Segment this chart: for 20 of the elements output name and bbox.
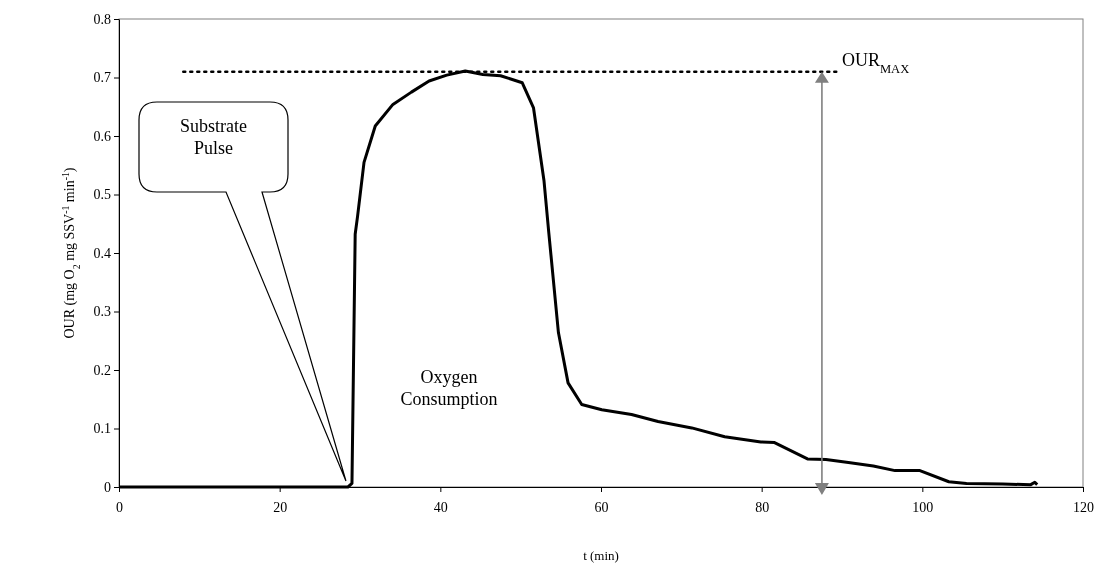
y-tick-label: 0.2 [93,362,111,378]
x-tick-label: 40 [433,499,448,515]
annotation: Substrate Pulse [180,116,247,158]
y-tick-label: 0 [104,479,111,495]
x-tick-label: 0 [116,499,123,515]
x-tick-label: 20 [273,499,288,515]
y-tick-label: 0.6 [93,128,111,144]
x-tick-label: 80 [755,499,770,515]
y-tick-label: 0.8 [93,11,111,27]
x-tick-label: 120 [1073,499,1094,515]
y-tick-label: 0.4 [93,245,111,261]
y-tick-label: 0.1 [93,421,111,437]
x-tick-label: 60 [594,499,609,515]
annotation: OUR$_{MAX}$ [841,49,910,76]
y-tick-label: 0.3 [93,304,111,320]
y-tick-label: 0.5 [93,187,111,203]
y-tick-label: 0.7 [93,70,111,86]
x-tick-label: 100 [912,499,934,515]
annotation: Oxygen Consumption [400,367,498,409]
x-axis-title: t (min) [583,548,619,563]
